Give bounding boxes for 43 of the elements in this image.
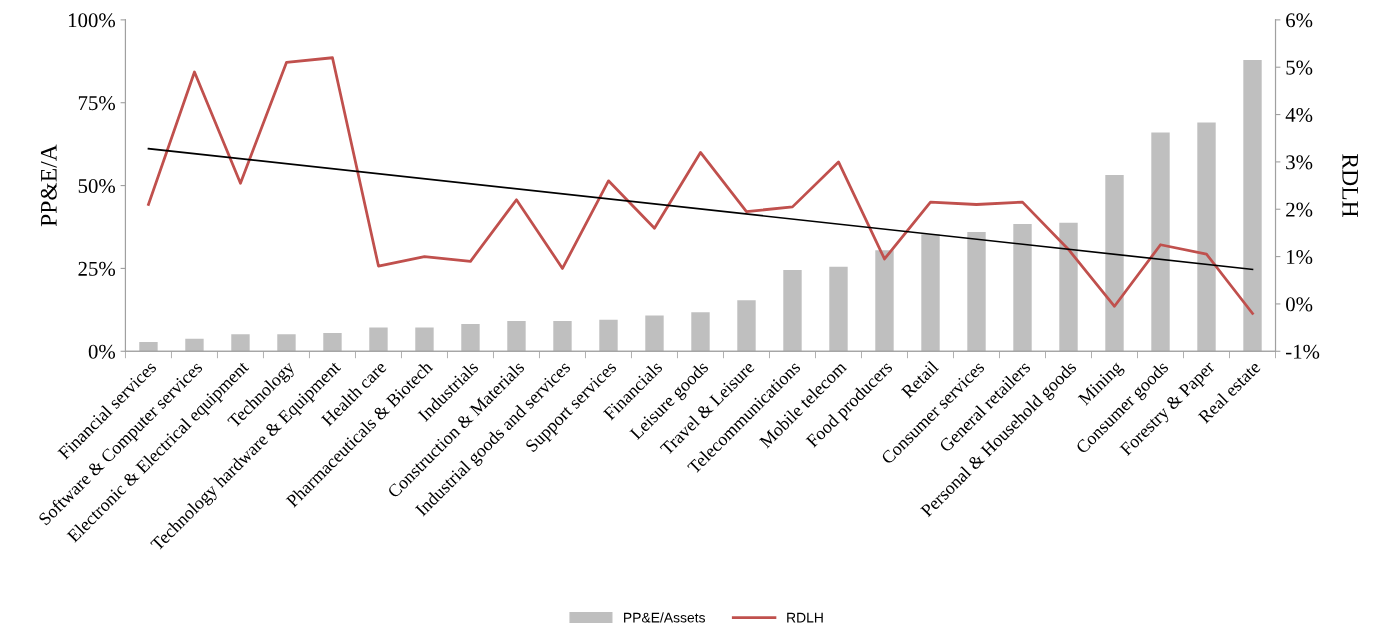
y2-tick-label: 2% — [1286, 202, 1313, 217]
y2-tick-label: 6% — [1286, 13, 1313, 28]
y-tick-label: 25% — [78, 261, 116, 276]
bar — [323, 333, 342, 352]
bar — [921, 234, 940, 352]
bar — [1105, 174, 1124, 352]
y-tick-label: 100% — [68, 13, 116, 28]
bar — [369, 327, 388, 352]
bar — [1151, 132, 1170, 352]
y2-tick-label: 0% — [1286, 297, 1313, 312]
y2-tick-label: 1% — [1287, 249, 1313, 265]
bar — [829, 266, 848, 352]
bar — [967, 231, 986, 352]
bar — [691, 312, 710, 352]
bar — [507, 321, 526, 352]
bar — [783, 270, 802, 352]
bar — [553, 321, 572, 352]
bar — [1059, 222, 1078, 352]
bar — [185, 338, 204, 352]
y-tick-label: 75% — [78, 96, 116, 111]
y-tick-label: 50% — [78, 178, 116, 194]
bar — [875, 250, 894, 352]
bar — [737, 300, 756, 352]
bar — [277, 334, 296, 352]
bar — [599, 319, 618, 352]
y-axis-title: PP&E/A — [40, 144, 57, 227]
line-series — [147, 56, 1254, 315]
bar — [1197, 122, 1216, 352]
y-tick-label: 0% — [88, 344, 116, 359]
bar — [461, 324, 480, 352]
y2-tick-label: 5% — [1286, 60, 1313, 75]
bar — [1243, 59, 1262, 352]
bar — [231, 334, 250, 352]
bar — [139, 341, 158, 352]
bar — [415, 327, 434, 352]
y2-tick-label: -1% — [1286, 344, 1320, 359]
y2-axis-title: RDLH — [1342, 154, 1358, 218]
legend-label: RDLH — [787, 612, 823, 623]
y2-tick-label: 4% — [1285, 107, 1313, 123]
y2-tick-label: 3% — [1286, 155, 1313, 170]
legend-label: PP&E/Assets — [624, 612, 705, 623]
bar — [1013, 224, 1032, 352]
bar — [645, 315, 664, 352]
